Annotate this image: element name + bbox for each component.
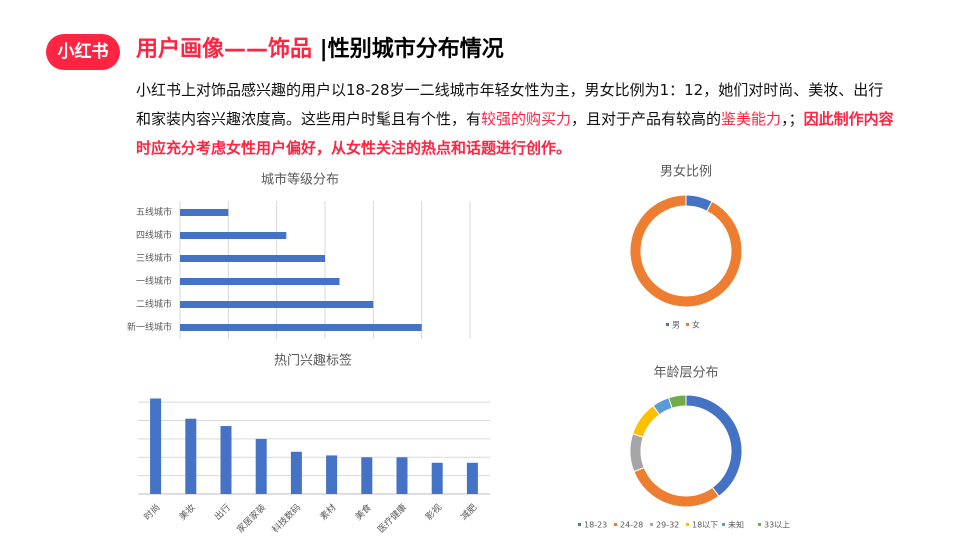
bar bbox=[150, 398, 162, 494]
bar bbox=[180, 301, 374, 308]
paragraph-segment: 小红书上对饰品感兴趣的用户以18-28岁一二线城市年轻女性为主，男女比例为1：1… bbox=[136, 81, 884, 128]
donut-segment bbox=[629, 433, 645, 473]
legend-swatch bbox=[666, 323, 669, 326]
bar bbox=[180, 209, 229, 216]
legend-label: 18-23 bbox=[584, 521, 607, 530]
bar bbox=[255, 438, 267, 494]
title-sub: |性别城市分布情况 bbox=[312, 37, 504, 62]
legend-swatch bbox=[614, 523, 617, 526]
x-tick-label: 出行 bbox=[212, 501, 233, 522]
bar bbox=[466, 462, 478, 494]
bar bbox=[361, 457, 373, 494]
bar bbox=[180, 278, 340, 285]
title-main: 用户画像——饰品 bbox=[136, 37, 313, 62]
legend-label: 男 bbox=[672, 321, 680, 330]
y-tick-label: 三线城市 bbox=[136, 252, 172, 264]
x-tick-label: 美食 bbox=[352, 501, 373, 522]
paragraph-segment: ，； bbox=[781, 110, 804, 128]
slide-title: 用户画像——饰品 |性别城市分布情况 bbox=[136, 32, 504, 68]
bar bbox=[396, 457, 408, 494]
y-tick-label: 新一线城市 bbox=[127, 321, 172, 333]
legend-swatch bbox=[686, 323, 689, 326]
donut-segment bbox=[632, 404, 661, 438]
logo: 小红书 bbox=[46, 34, 120, 70]
legend-swatch bbox=[578, 523, 581, 526]
chart-title: 城市等级分布 bbox=[261, 172, 339, 188]
y-tick-label: 二线城市 bbox=[136, 298, 172, 310]
chart-title: 热门兴趣标签 bbox=[274, 353, 352, 369]
legend-label: 33以上 bbox=[764, 521, 790, 530]
chart-title: 男女比例 bbox=[660, 164, 712, 180]
legend-swatch bbox=[758, 523, 761, 526]
bar bbox=[180, 255, 325, 262]
legend-label: 24-28 bbox=[620, 521, 643, 530]
legend-swatch bbox=[722, 523, 725, 526]
x-tick-label: 时尚 bbox=[141, 501, 162, 522]
paragraph: 小红书上对饰品感兴趣的用户以18-28岁一二线城市年轻女性为主，男女比例为1：1… bbox=[136, 76, 896, 163]
x-tick-label: 家居家装 bbox=[234, 501, 268, 535]
bar bbox=[220, 426, 232, 494]
legend-label: 18以下 bbox=[692, 521, 718, 530]
bar bbox=[431, 462, 443, 494]
bar bbox=[185, 418, 197, 494]
x-tick-label: 美妆 bbox=[176, 501, 197, 522]
x-tick-label: 医疗健康 bbox=[375, 501, 409, 535]
paragraph-segment: 较强的购买力 bbox=[481, 110, 572, 128]
paragraph-segment: 因此制作内容时应充分考虑女性用户偏好，从女性关注的热点和话题进行创作。 bbox=[136, 110, 894, 157]
paragraph-segment: 鉴美能力 bbox=[721, 110, 782, 128]
donut-segment bbox=[685, 394, 743, 498]
x-tick-label: 影视 bbox=[423, 501, 444, 522]
legend-label: 未知 bbox=[728, 520, 744, 530]
bar bbox=[326, 455, 338, 494]
y-tick-label: 五线城市 bbox=[136, 206, 172, 218]
y-tick-label: 四线城市 bbox=[136, 229, 172, 241]
chart-title: 年龄层分布 bbox=[653, 366, 718, 381]
bar bbox=[180, 324, 422, 331]
y-tick-label: 一线城市 bbox=[136, 275, 172, 287]
x-tick-label: 科技数码 bbox=[269, 501, 303, 535]
x-tick-label: 素材 bbox=[317, 501, 338, 522]
paragraph-segment: ，且对于产品有较高的 bbox=[571, 110, 722, 128]
legend-swatch bbox=[650, 523, 653, 526]
legend-swatch bbox=[686, 523, 689, 526]
bar bbox=[290, 451, 302, 494]
donut-segment bbox=[633, 466, 720, 508]
donut-segment bbox=[629, 194, 743, 308]
x-tick-label: 减肥 bbox=[458, 501, 479, 522]
legend-label: 29-32 bbox=[656, 521, 679, 530]
legend-label: 女 bbox=[692, 320, 700, 330]
donut-segment bbox=[668, 394, 687, 409]
bar bbox=[180, 232, 287, 239]
